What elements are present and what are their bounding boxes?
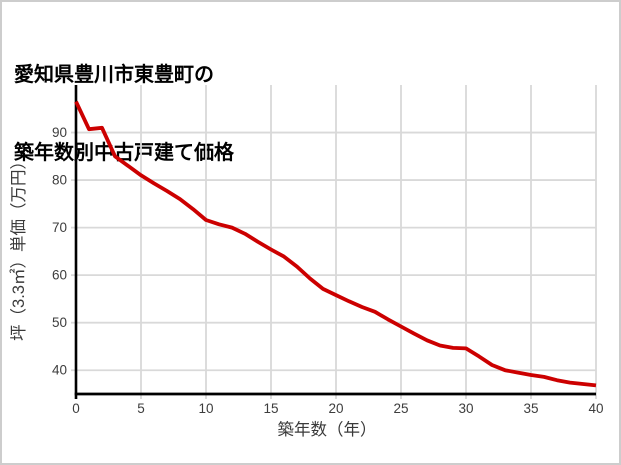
x-tick-label-10: 10: [198, 401, 213, 416]
x-tick-label-15: 15: [263, 401, 278, 416]
y-tick-label-80: 80: [52, 173, 67, 188]
x-tick-label-40: 40: [588, 401, 603, 416]
y-tick-label-40: 40: [52, 363, 67, 378]
axes: [74, 85, 596, 399]
x-tick-label-20: 20: [328, 401, 343, 416]
gridlines: [76, 85, 597, 394]
y-tick-label-90: 90: [52, 125, 67, 140]
tick-labels: 40 50 60 70 80 90 0 5 10 15 20 25 30 35 40: [52, 125, 604, 416]
tick-marks: [71, 131, 597, 399]
chart-title-line-1: 愛知県豊川市東豊町の: [14, 64, 214, 86]
y-tick-label-60: 60: [52, 268, 67, 283]
price-line-series: [74, 100, 597, 388]
y-axis-label: 坪（3.3㎡）単価（万円）: [9, 153, 28, 341]
chart-title-line-2: 築年数別中古戸建て価格: [14, 142, 234, 164]
x-tick-label-25: 25: [393, 401, 408, 416]
y-tick-label-70: 70: [52, 220, 67, 235]
x-tick-label-0: 0: [72, 401, 80, 416]
x-tick-label-5: 5: [137, 401, 145, 416]
y-tick-label-50: 50: [52, 315, 67, 330]
x-axis-label: 築年数（年）: [278, 420, 377, 439]
chart-title: 愛知県豊川市東豊町の 築年数別中古戸建て価格: [14, 10, 234, 218]
x-tick-label-35: 35: [523, 401, 538, 416]
x-tick-label-30: 30: [458, 401, 473, 416]
